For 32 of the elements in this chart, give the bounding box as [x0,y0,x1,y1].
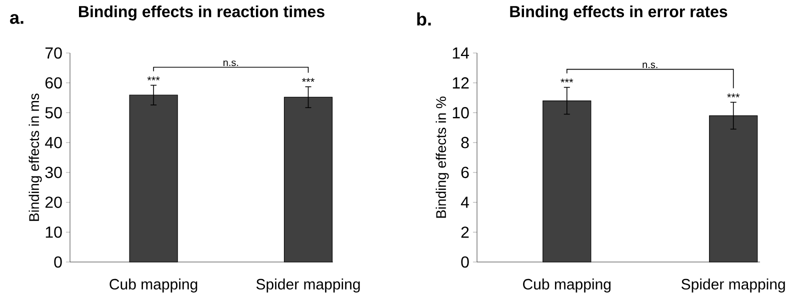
annotation: *** [302,78,314,82]
y-tick-label: 20 [45,196,62,208]
y-axis-title: Binding effects in % [436,96,449,218]
x-tick-label: Spider mapping [256,278,360,293]
y-axis-title: Binding effects in ms [28,94,42,221]
y-tick-label: 12 [452,77,469,88]
y-tick-label: 14 [452,48,469,59]
text: b. [417,12,431,26]
y-tick-label: 10 [452,107,469,118]
chart-title: Binding effects in reaction times [78,6,324,20]
y-tick-label: 30 [45,166,62,178]
y-tick-label: 70 [45,47,62,59]
annotation: n.s. [642,62,658,68]
annotation: *** [727,94,740,98]
y-tick-label: 0 [54,256,62,268]
y-tick-label: 2 [461,226,469,238]
y-tick-label: 0 [461,256,469,268]
y-tick-label: 8 [461,136,469,148]
text: a. [10,14,24,24]
x-tick-label: Cub mapping [110,278,198,293]
y-tick-label: 60 [45,77,62,89]
y-tick-label: 40 [45,136,62,148]
x-tick-label: Spider mapping [682,278,785,293]
annotation: *** [560,78,574,82]
y-tick-label: 10 [46,226,62,238]
y-tick-label: 6 [461,166,469,178]
annotation: *** [147,76,160,80]
annotation: n.s. [224,60,238,66]
y-tick-label: 4 [460,196,469,208]
chart-title: Binding effects in error rates [510,6,728,20]
x-tick-label: Cub mapping [523,278,611,293]
y-tick-label: 50 [45,107,62,118]
